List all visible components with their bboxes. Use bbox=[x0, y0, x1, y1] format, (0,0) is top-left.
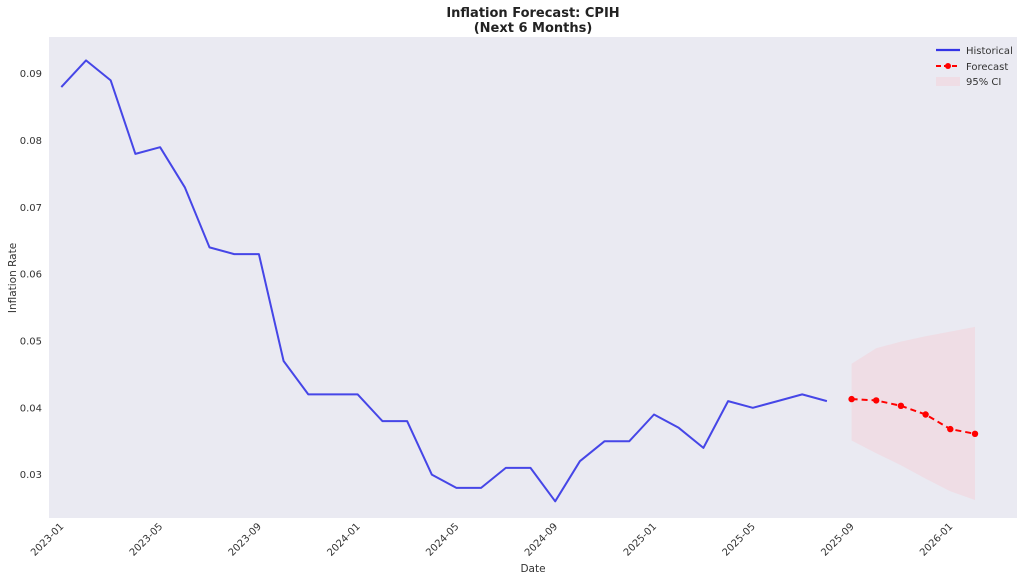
legend-historical-label: Historical bbox=[966, 46, 1013, 57]
x-tick-label: 2025-09 bbox=[819, 521, 856, 558]
historical-line bbox=[60, 59, 828, 503]
forecast-point bbox=[971, 430, 979, 437]
legend-ci-label: 95% CI bbox=[966, 77, 1001, 88]
chart-title-line-1: Inflation Forecast: CPIH bbox=[446, 6, 619, 21]
forecast-point bbox=[848, 395, 855, 403]
forecast-point bbox=[897, 402, 905, 409]
y-tick-label: 0.05 bbox=[20, 337, 42, 348]
ci-band bbox=[851, 326, 975, 500]
x-tick-label: 2026-01 bbox=[918, 521, 955, 558]
forecast-point bbox=[922, 411, 929, 418]
y-tick-label: 0.03 bbox=[20, 470, 42, 481]
legend-forecast-label: Forecast bbox=[966, 62, 1008, 73]
x-tick-label: 2023-01 bbox=[29, 521, 66, 558]
x-tick-label: 2024-05 bbox=[424, 521, 461, 558]
y-axis-label: Inflation Rate bbox=[7, 243, 19, 313]
y-tick-label: 0.04 bbox=[20, 403, 42, 414]
chart-title-line-2: (Next 6 Months) bbox=[474, 21, 593, 36]
y-tick-label: 0.08 bbox=[20, 136, 42, 147]
y-tick-label: 0.06 bbox=[20, 270, 42, 281]
x-tick-label: 2025-05 bbox=[721, 521, 758, 558]
forecast-point bbox=[947, 425, 954, 433]
forecast-line bbox=[851, 398, 976, 435]
x-tick-label: 2024-01 bbox=[325, 521, 362, 558]
x-axis-label: Date bbox=[520, 563, 545, 575]
y-tick-label: 0.07 bbox=[20, 203, 42, 214]
x-tick-label: 2024-09 bbox=[523, 521, 560, 558]
x-tick-label: 2023-05 bbox=[128, 521, 165, 558]
y-tick-label: 0.09 bbox=[20, 69, 42, 80]
x-tick-label: 2023-09 bbox=[227, 521, 264, 558]
legend-ci-swatch bbox=[936, 77, 960, 86]
forecast-point bbox=[873, 397, 880, 404]
legend-forecast-marker bbox=[945, 63, 951, 69]
x-tick-label: 2025-01 bbox=[622, 521, 659, 558]
legend: Historical Forecast 95% CI bbox=[936, 46, 1013, 88]
plot-background bbox=[49, 37, 1017, 518]
